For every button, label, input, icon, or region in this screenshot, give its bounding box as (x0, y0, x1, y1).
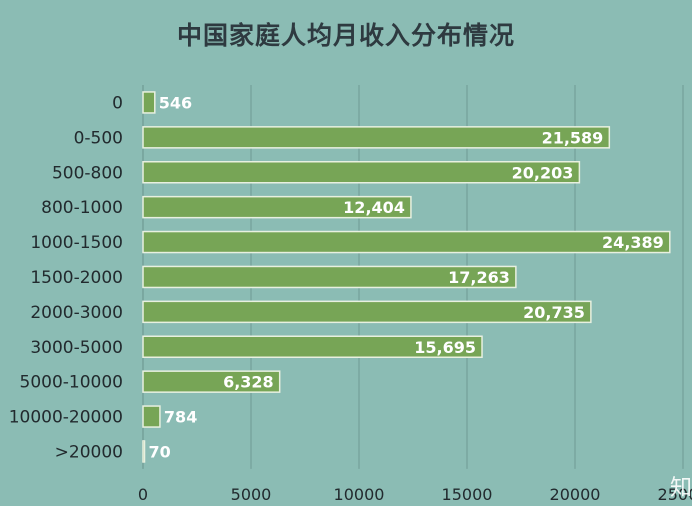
category-label: >20000 (55, 442, 123, 462)
bar (142, 91, 156, 114)
value-label: 17,263 (448, 268, 510, 287)
category-label: 10000-20000 (9, 408, 123, 428)
value-label: 70 (149, 442, 171, 461)
value-label: 15,695 (414, 338, 476, 357)
bar (142, 335, 483, 358)
category-label: 2000-3000 (30, 303, 123, 323)
bar (142, 300, 592, 324)
watermark: 知 (669, 476, 692, 501)
bar (142, 126, 611, 149)
category-label: 800-1000 (41, 198, 123, 218)
category-label: 1500-2000 (30, 268, 123, 288)
value-label: 546 (159, 93, 192, 112)
category-label: 500-800 (52, 163, 123, 183)
x-tick-label: 15000 (442, 485, 493, 504)
bar (142, 230, 671, 254)
category-label: 3000-5000 (30, 338, 123, 358)
value-label: 24,389 (602, 233, 664, 252)
value-label: 21,589 (542, 128, 604, 147)
bar (142, 195, 412, 219)
x-tick-label: 25000 (658, 485, 692, 504)
chart-title: 中国家庭人均月收入分布情况 (176, 21, 515, 50)
value-label: 784 (164, 408, 197, 427)
bar (142, 370, 281, 393)
category-label: 0 (112, 93, 123, 113)
bar (142, 440, 146, 463)
category-label: 0-500 (74, 128, 123, 148)
x-tick-label: 20000 (550, 485, 601, 504)
bar (142, 405, 161, 428)
value-label: 12,404 (343, 198, 405, 217)
value-label: 20,203 (512, 163, 574, 182)
value-label: 6,328 (223, 373, 274, 392)
x-tick-label: 5000 (231, 485, 272, 504)
value-label: 20,735 (523, 303, 585, 322)
bar (142, 265, 517, 289)
bar (142, 161, 581, 184)
category-label: 1000-1500 (30, 233, 123, 253)
x-tick-label: 10000 (334, 485, 385, 504)
category-label: 5000-10000 (20, 373, 123, 393)
x-tick-label: 0 (138, 485, 148, 504)
